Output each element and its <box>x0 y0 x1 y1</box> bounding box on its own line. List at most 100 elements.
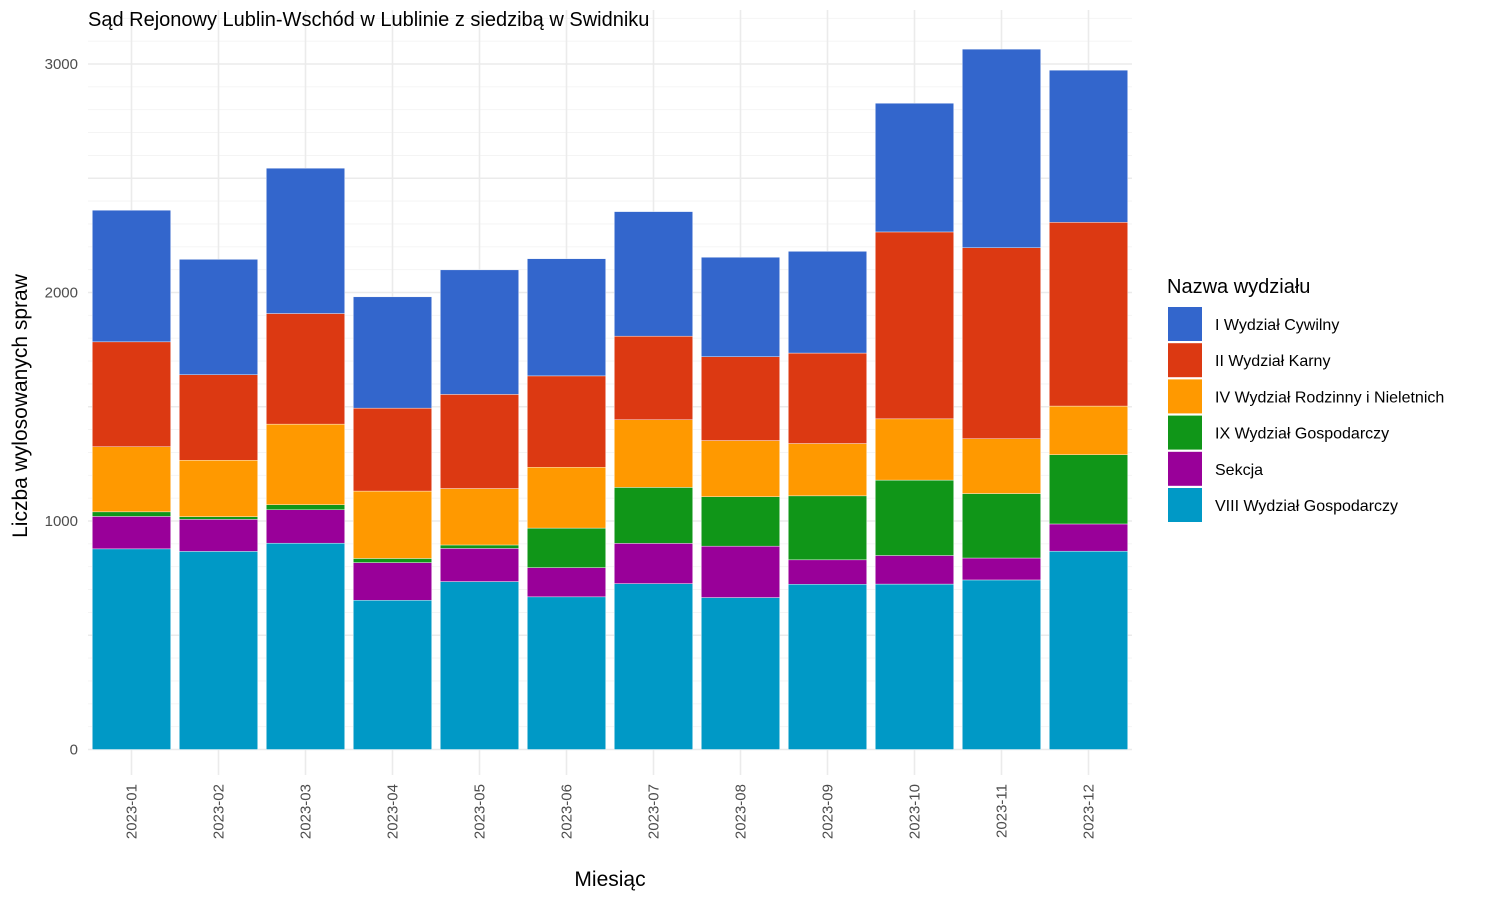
x-axis-title: Miesiąc <box>574 868 645 891</box>
bar-segment <box>1049 69 1128 223</box>
bar-segment <box>353 558 432 563</box>
bar-segment <box>353 296 432 409</box>
y-tick-label: 0 <box>70 742 78 759</box>
bars <box>92 48 1128 750</box>
bar-segment <box>1049 523 1128 552</box>
bar-segment <box>266 423 345 505</box>
bar-segment <box>527 375 606 468</box>
bar-segment <box>92 446 171 513</box>
x-tick-label: 2023-07 <box>646 784 663 839</box>
legend-key <box>1168 379 1202 414</box>
y-tick-label: 3000 <box>45 56 78 73</box>
bar-segment <box>614 335 693 420</box>
bar-segment <box>179 516 258 520</box>
bar-segment <box>788 559 867 585</box>
bar-segment <box>962 247 1041 439</box>
bar-segment <box>353 600 432 750</box>
bar-segment <box>92 548 171 750</box>
bar-segment <box>440 581 519 750</box>
bar-segment <box>179 460 258 517</box>
legend-label: VIII Wydział Gospodarczy <box>1215 498 1398 515</box>
bar-segment <box>875 583 954 750</box>
bar-segment <box>788 495 867 561</box>
bar-segment <box>962 493 1041 559</box>
bar-segment <box>962 48 1041 248</box>
bar-segment <box>1049 454 1128 525</box>
bar-segment <box>875 418 954 481</box>
bar-segment <box>701 440 780 497</box>
bar-segment <box>266 313 345 425</box>
bar-segment <box>527 467 606 529</box>
y-tick-label: 2000 <box>45 285 78 302</box>
bar-segment <box>266 167 345 314</box>
bar-segment <box>1049 222 1128 407</box>
bar-segment <box>962 557 1041 581</box>
y-tick-label: 1000 <box>45 513 78 530</box>
bar-segment <box>614 543 693 584</box>
bar-segment <box>875 103 954 233</box>
bar-segment <box>614 487 693 544</box>
bar-segment <box>179 374 258 461</box>
legend-key <box>1168 451 1202 486</box>
x-tick-label: 2023-08 <box>733 784 750 839</box>
bar-segment <box>962 579 1041 750</box>
bar-segment <box>527 258 606 377</box>
bar-segment <box>353 490 432 559</box>
legend-key <box>1168 343 1202 378</box>
legend-label: Sekcja <box>1215 462 1263 479</box>
bar-segment <box>701 597 780 750</box>
bar-segment <box>179 259 258 375</box>
bar-segment <box>266 504 345 511</box>
bar-segment <box>788 251 867 354</box>
bar-segment <box>788 443 867 497</box>
bar-segment <box>527 567 606 598</box>
bar-segment <box>701 356 780 441</box>
bar-segment <box>527 596 606 750</box>
legend-label: I Wydział Cywilny <box>1215 317 1339 334</box>
x-tick-label: 2023-02 <box>211 784 228 839</box>
bar-segment <box>614 419 693 488</box>
legend: Nazwa wydziału I Wydział Cywilny II Wydzi… <box>1167 276 1444 522</box>
bar-segment <box>440 488 519 546</box>
legend-key <box>1168 307 1202 341</box>
axes: 0 1000 2000 3000 2023-01 2023-02 2023-03 2023-0… <box>45 56 1098 839</box>
bar-segment <box>266 542 345 750</box>
x-tick-label: 2023-03 <box>298 784 315 839</box>
x-tick-label: 2023-05 <box>472 784 489 839</box>
bar-segment <box>440 394 519 489</box>
x-tick-label: 2023-04 <box>385 784 402 839</box>
bar-segment <box>92 210 171 343</box>
bar-segment <box>179 551 258 750</box>
bar-segment <box>1049 550 1128 750</box>
bar-segment <box>353 407 432 492</box>
legend-key <box>1168 488 1202 522</box>
legend-label: II Wydział Karny <box>1215 353 1330 370</box>
x-tick-label: 2023-12 <box>1081 784 1098 839</box>
x-tick-label: 2023-10 <box>907 784 924 839</box>
bar-segment <box>875 479 954 556</box>
bar-segment <box>701 496 780 547</box>
y-axis-title: Liczba wylosowanych spraw <box>9 273 32 538</box>
x-tick-label: 2023-06 <box>559 784 576 839</box>
bar-segment <box>179 519 258 552</box>
bar-segment <box>440 544 519 549</box>
bar-segment <box>353 562 432 601</box>
bar-segment <box>701 545 780 598</box>
bar-segment <box>701 257 780 357</box>
x-tick-label: 2023-01 <box>124 784 141 839</box>
bar-segment <box>1049 405 1128 455</box>
bar-segment <box>962 438 1041 494</box>
chart-title: Sąd Rejonowy Lublin-Wschód w Lublinie z … <box>88 9 649 31</box>
bar-segment <box>92 341 171 447</box>
bar-segment <box>92 516 171 550</box>
x-tick-label: 2023-09 <box>820 784 837 839</box>
legend-label: IX Wydział Gospodarczy <box>1215 426 1389 443</box>
legend-label: IV Wydział Rodzinny i Nieletnich <box>1215 389 1444 406</box>
bar-segment <box>440 269 519 395</box>
bar-segment <box>875 555 954 585</box>
bar-segment <box>614 583 693 750</box>
bar-segment <box>266 509 345 544</box>
legend-key <box>1168 415 1202 450</box>
